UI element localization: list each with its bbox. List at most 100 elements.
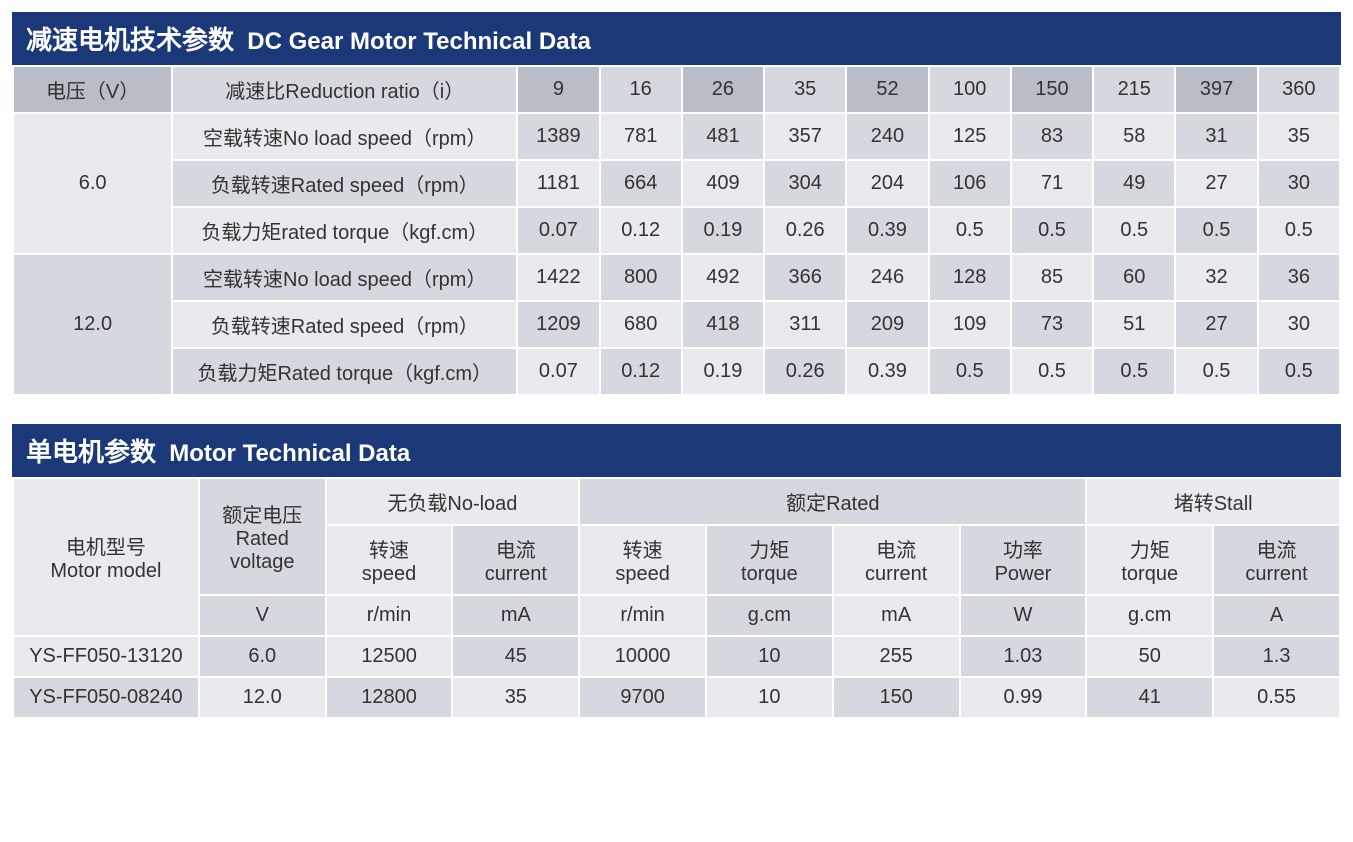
value-cell: 481 [682,113,764,160]
motor-table: 电机型号Motor model额定电压Ratedvoltage无负载No-loa… [12,477,1341,719]
value-cell: 255 [833,636,960,677]
gear-motor-section: 减速电机技术参数 DC Gear Motor Technical Data 电压… [12,12,1341,396]
value-cell: 71 [1011,160,1093,207]
value-cell: 0.26 [764,348,846,395]
value-cell: 106 [929,160,1011,207]
value-cell: 0.07 [517,207,599,254]
value-cell: 0.5 [929,348,1011,395]
model-cell: YS-FF050-08240 [13,677,199,718]
motor-section: 单电机参数 Motor Technical Data 电机型号Motor mod… [12,424,1341,719]
hdr-model: 电机型号Motor model [13,478,199,636]
value-cell: 12800 [326,677,453,718]
value-cell: 1.03 [960,636,1087,677]
param-label: 空载转速No load speed（rpm） [172,254,517,301]
value-cell: 366 [764,254,846,301]
value-cell: 12.0 [199,677,326,718]
value-cell: 0.5 [1011,207,1093,254]
value-cell: 418 [682,301,764,348]
value-cell: 492 [682,254,764,301]
value-cell: 0.5 [1093,348,1175,395]
value-cell: 10 [706,636,833,677]
unit-cell: A [1213,595,1340,636]
value-cell: 32 [1175,254,1257,301]
sub-header: 电流current [452,525,579,595]
value-cell: 35 [1258,113,1340,160]
value-cell: 0.5 [1258,348,1340,395]
value-cell: 0.39 [846,348,928,395]
unit-cell: r/min [579,595,706,636]
col-ratio: 减速比Reduction ratio（i） [172,66,517,113]
ratio-header: 397 [1175,66,1257,113]
value-cell: 246 [846,254,928,301]
value-cell: 311 [764,301,846,348]
unit-cell: W [960,595,1087,636]
ratio-header: 26 [682,66,764,113]
value-cell: 51 [1093,301,1175,348]
value-cell: 0.12 [600,348,682,395]
sub-header: 转速speed [326,525,453,595]
motor-title-zh: 单电机参数 [26,437,156,467]
motor-title-en: Motor Technical Data [169,440,410,467]
sub-header: 电流current [1213,525,1340,595]
ratio-header: 16 [600,66,682,113]
unit-cell: r/min [326,595,453,636]
value-cell: 35 [452,677,579,718]
value-cell: 0.19 [682,348,764,395]
value-cell: 0.5 [1011,348,1093,395]
value-cell: 800 [600,254,682,301]
value-cell: 209 [846,301,928,348]
sub-header: 电流current [833,525,960,595]
value-cell: 357 [764,113,846,160]
value-cell: 0.5 [1175,348,1257,395]
value-cell: 0.5 [1258,207,1340,254]
value-cell: 109 [929,301,1011,348]
voltage-cell: 6.0 [13,113,172,254]
value-cell: 1389 [517,113,599,160]
param-label: 负载力矩Rated torque（kgf.cm） [172,348,517,395]
value-cell: 45 [452,636,579,677]
value-cell: 128 [929,254,1011,301]
value-cell: 0.5 [1175,207,1257,254]
value-cell: 12500 [326,636,453,677]
value-cell: 0.07 [517,348,599,395]
unit-cell: mA [833,595,960,636]
value-cell: 0.26 [764,207,846,254]
value-cell: 10 [706,677,833,718]
hdr-voltage: 额定电压Ratedvoltage [199,478,326,595]
value-cell: 1422 [517,254,599,301]
value-cell: 27 [1175,160,1257,207]
ratio-header: 9 [517,66,599,113]
hdr-stall: 堵转Stall [1086,478,1340,525]
unit-cell: g.cm [1086,595,1213,636]
value-cell: 50 [1086,636,1213,677]
value-cell: 31 [1175,113,1257,160]
ratio-header: 360 [1258,66,1340,113]
hdr-noload: 无负载No-load [326,478,580,525]
value-cell: 85 [1011,254,1093,301]
value-cell: 781 [600,113,682,160]
value-cell: 1181 [517,160,599,207]
gear-title-zh: 减速电机技术参数 [26,25,234,55]
motor-title-bar: 单电机参数 Motor Technical Data [12,424,1341,477]
value-cell: 41 [1086,677,1213,718]
value-cell: 1.3 [1213,636,1340,677]
value-cell: 0.5 [929,207,1011,254]
ratio-header: 100 [929,66,1011,113]
ratio-header: 35 [764,66,846,113]
value-cell: 0.5 [1093,207,1175,254]
value-cell: 36 [1258,254,1340,301]
ratio-header: 52 [846,66,928,113]
param-label: 负载转速Rated speed（rpm） [172,160,517,207]
model-cell: YS-FF050-13120 [13,636,199,677]
param-label: 空载转速No load speed（rpm） [172,113,517,160]
value-cell: 9700 [579,677,706,718]
value-cell: 30 [1258,160,1340,207]
value-cell: 60 [1093,254,1175,301]
value-cell: 680 [600,301,682,348]
gear-title-en: DC Gear Motor Technical Data [247,28,591,55]
sub-header: 功率Power [960,525,1087,595]
value-cell: 125 [929,113,1011,160]
value-cell: 409 [682,160,764,207]
sub-header: 转速speed [579,525,706,595]
value-cell: 664 [600,160,682,207]
